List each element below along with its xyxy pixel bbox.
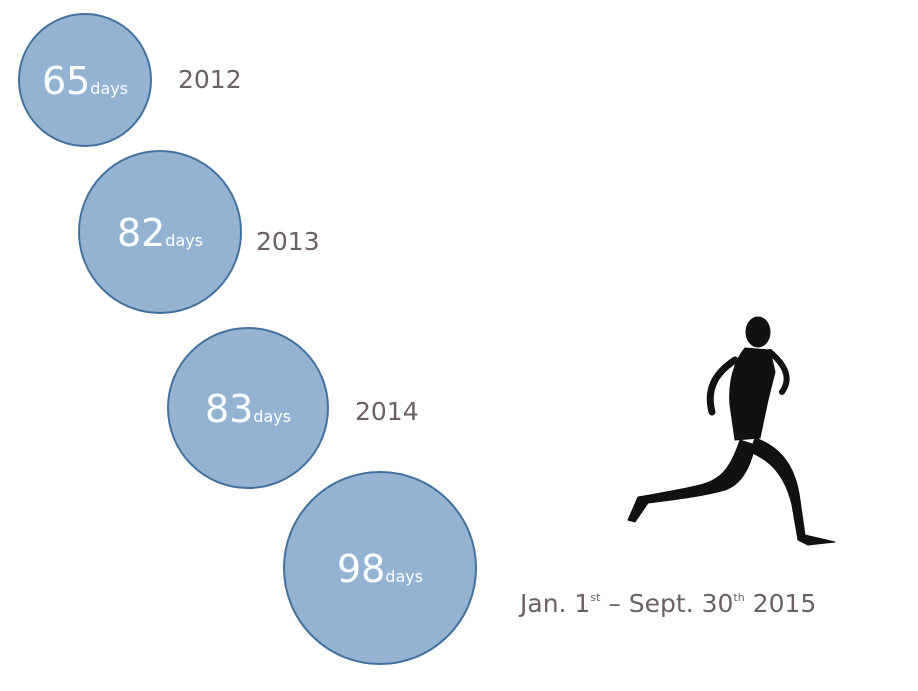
unit: days [253, 407, 291, 426]
bubble-value: 82days [117, 211, 203, 255]
bubble [18, 13, 152, 147]
label: 2012 [178, 65, 242, 94]
bubble-label: 2012 [178, 65, 242, 94]
bubble-value: 83days [205, 387, 291, 431]
bubble-label: Jan. 1st – Sept. 30th 2015 [518, 589, 816, 618]
unit: days [90, 79, 128, 98]
bubble [167, 327, 329, 489]
bubble [283, 471, 477, 665]
bubble-value: 65days [42, 59, 128, 103]
label: 2013 [256, 227, 320, 256]
runner [627, 316, 836, 546]
superscript: th [733, 591, 744, 604]
unit: days [385, 567, 423, 586]
number: 98 [337, 547, 385, 591]
unit: days [165, 231, 203, 250]
bubble [78, 150, 242, 314]
bubble-label: 2014 [355, 397, 419, 426]
superscript: st [590, 591, 601, 604]
number: 82 [117, 211, 165, 255]
label-part: – Sept. 30 [600, 589, 733, 618]
bubble-label: 2013 [256, 227, 320, 256]
number: 83 [205, 387, 253, 431]
label: 2014 [355, 397, 419, 426]
label-part: 2015 [745, 589, 817, 618]
bubble-value: 98days [337, 547, 423, 591]
number: 65 [42, 59, 90, 103]
label-part: Jan. 1 [518, 589, 590, 618]
